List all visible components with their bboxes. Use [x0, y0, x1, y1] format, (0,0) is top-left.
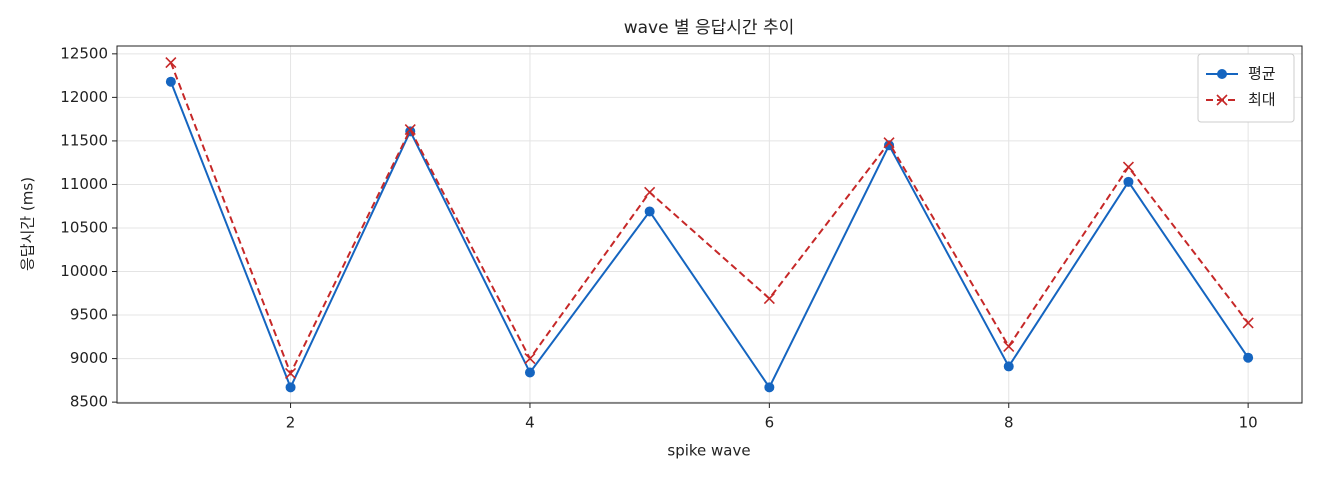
- y-tick-label: 12000: [60, 88, 108, 106]
- x-tick-label: 2: [286, 414, 296, 432]
- x-tick-label: 6: [765, 414, 775, 432]
- y-tick-label: 12500: [60, 44, 108, 62]
- x-tick-label: 4: [525, 414, 535, 432]
- point: [1122, 161, 1135, 173]
- y-tick-label: 8500: [70, 393, 108, 411]
- point: [883, 137, 895, 149]
- point: [1242, 317, 1254, 329]
- legend-marker: [1217, 69, 1227, 79]
- series-line: [169, 62, 1249, 376]
- point: [763, 292, 775, 305]
- x-tick-label: 8: [1004, 414, 1014, 432]
- legend-label: 평균: [1248, 65, 1276, 83]
- y-tick-label: 10000: [60, 262, 108, 280]
- legend-marker: [1216, 94, 1228, 106]
- x-tick-label: 10: [1239, 414, 1258, 432]
- point: [1243, 352, 1254, 363]
- y-tick-label: 11500: [60, 131, 108, 149]
- y-tick-label: 10500: [60, 218, 108, 236]
- y-axis-label: 응답시간 (ms): [19, 177, 37, 271]
- point: [524, 367, 535, 378]
- x-axis-label: spike wave: [667, 442, 750, 460]
- plot-frame: [116, 45, 1303, 404]
- point: [644, 206, 655, 217]
- point: [284, 367, 297, 379]
- point: [165, 76, 176, 87]
- point: [1003, 361, 1014, 372]
- point: [285, 382, 296, 393]
- point: [1123, 176, 1134, 187]
- y-tick-label: 9500: [70, 306, 108, 324]
- point: [1003, 340, 1015, 352]
- point: [404, 124, 416, 136]
- point: [764, 382, 775, 393]
- point: [165, 56, 177, 69]
- series-line: [169, 81, 1249, 390]
- legend-label: 최대: [1248, 91, 1276, 109]
- point: [644, 186, 656, 198]
- point: [524, 353, 536, 365]
- y-tick-label: 11000: [60, 175, 108, 193]
- y-tick-label: 9000: [70, 349, 108, 367]
- chart-title: wave 별 응답시간 추이: [624, 18, 795, 38]
- legend-box: [1197, 53, 1295, 123]
